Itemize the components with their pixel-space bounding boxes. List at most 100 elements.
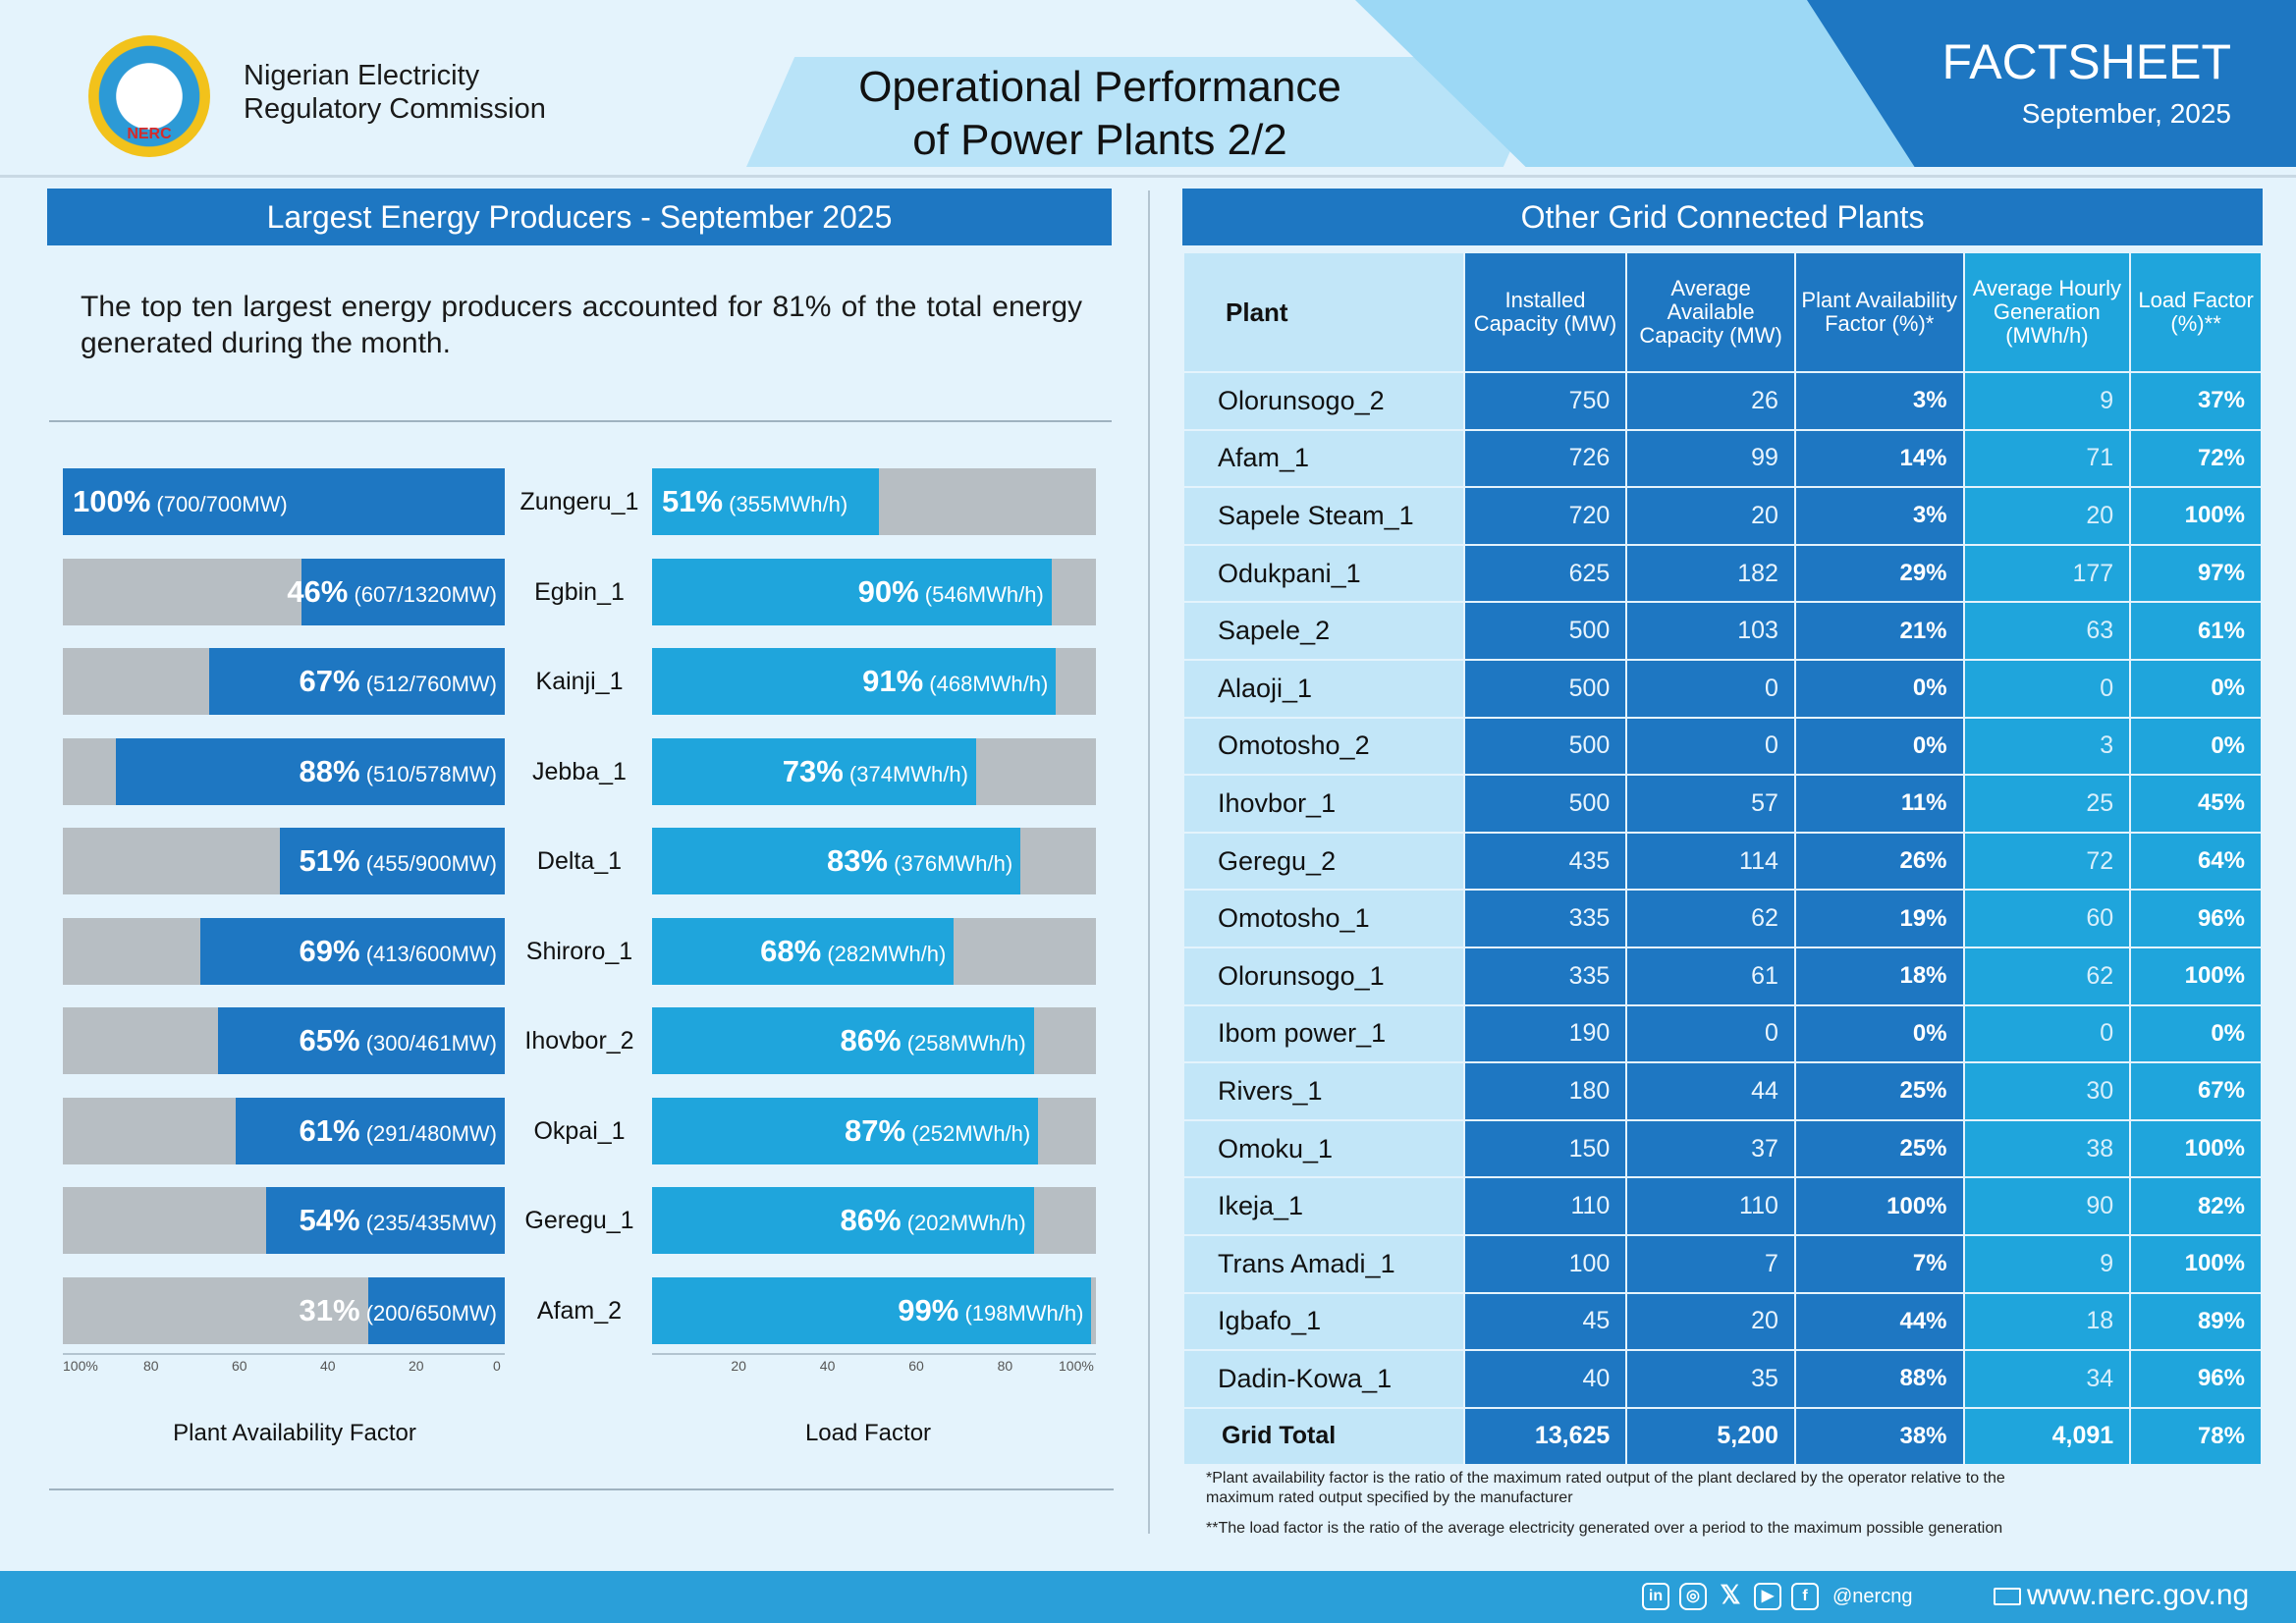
website-link[interactable]: www.nerc.gov.ng: [1994, 1579, 2249, 1612]
pa-detail: (700/700MW): [156, 492, 288, 516]
pa-bar-track: 54% (235/435MW): [63, 1187, 505, 1254]
load-factor-cell: 72%: [2129, 428, 2263, 489]
available-capacity-cell: 114: [1625, 831, 1796, 892]
hourly-generation-cell: 63: [1962, 601, 2132, 661]
pa-bar: [266, 1187, 505, 1254]
instagram-icon[interactable]: ◎: [1679, 1583, 1707, 1610]
pa-bar: [235, 1097, 505, 1164]
lf-value: 99%: [898, 1292, 959, 1327]
load-factor-cell: 45%: [2129, 774, 2263, 834]
pa-bar: [208, 648, 505, 715]
lf-detail: (374MWh/h): [848, 761, 968, 786]
lf-axis-tick: 20: [731, 1358, 746, 1374]
hourly-generation-cell: 0: [1962, 1003, 2132, 1064]
plant-tick-label: Okpai_1: [533, 1116, 626, 1145]
lf-data-label: 87% (252MWh/h): [845, 1098, 1030, 1164]
factsheet-label: FACTSHEET: [1941, 34, 2231, 89]
table-row: Sapele Steam_1 720 20 3% 20 100%: [1182, 486, 2263, 546]
pa-value: 100%: [73, 484, 151, 518]
plant-tick-label: Egbin_1: [534, 577, 625, 606]
footnote-load-factor: **The load factor is the ratio of the av…: [1206, 1520, 2003, 1537]
hourly-generation-cell: 34: [1962, 1349, 2132, 1409]
plant-cell: Igbafo_1: [1182, 1291, 1465, 1352]
pa-data-label: 54% (235/435MW): [300, 1187, 497, 1254]
load-factor-cell: 37%: [2129, 371, 2263, 431]
availability-factor-cell: 25%: [1793, 1118, 1965, 1179]
pa-bar-track: 46% (607/1320MW): [63, 558, 505, 625]
lf-detail: (202MWh/h): [906, 1211, 1026, 1235]
lf-bar-track: 86% (258MWh/h): [652, 1007, 1096, 1074]
total-installed-capacity-cell: 13,625: [1462, 1406, 1628, 1467]
lf-axis-title: Load Factor: [804, 1420, 932, 1446]
plant-cell: Sapele Steam_1: [1182, 486, 1465, 546]
installed-capacity-cell: 435: [1462, 831, 1628, 892]
youtube-icon[interactable]: ▶: [1754, 1583, 1781, 1610]
plant-cell: Dadin-Kowa_1: [1182, 1349, 1465, 1409]
installed-capacity-cell: 100: [1462, 1233, 1628, 1294]
availability-factor-cell: 88%: [1793, 1349, 1965, 1409]
hourly-generation-cell: 71: [1962, 428, 2132, 489]
plant-cell: Afam_1: [1182, 428, 1465, 489]
plant-cell: Olorunsogo_2: [1182, 371, 1465, 431]
installed-capacity-cell: 500: [1462, 774, 1628, 834]
plant-tick-label: Delta_1: [536, 847, 623, 875]
lf-value: 90%: [857, 573, 919, 609]
available-capacity-cell: 20: [1625, 1291, 1796, 1352]
x-icon[interactable]: 𝕏: [1720, 1580, 1741, 1609]
availability-factor-cell: 14%: [1793, 428, 1965, 489]
pa-bar: [217, 1007, 505, 1074]
total-plant-cell: Grid Total: [1182, 1406, 1465, 1467]
website-url[interactable]: www.nerc.gov.ng: [2027, 1579, 2250, 1611]
total-load-factor-cell: 78%: [2129, 1406, 2263, 1467]
hourly-generation-cell: 3: [1962, 716, 2132, 777]
installed-capacity-cell: 500: [1462, 716, 1628, 777]
hourly-generation-cell: 9: [1962, 1233, 2132, 1294]
availability-factor-cell: 3%: [1793, 486, 1965, 546]
header-divider: [0, 175, 2296, 178]
table-row: Ihovbor_1 500 57 11% 25 45%: [1182, 774, 2263, 834]
total-availability-factor-cell: 38%: [1793, 1406, 1965, 1467]
lf-bar: [652, 558, 1052, 625]
hourly-generation-cell: 38: [1962, 1118, 2132, 1179]
installed-capacity-cell: 190: [1462, 1003, 1628, 1064]
lf-data-label: 86% (258MWh/h): [841, 1007, 1026, 1074]
lf-value: 86%: [840, 1203, 902, 1237]
availability-factor-cell: 21%: [1793, 601, 1965, 661]
lf-axis-tick: 60: [908, 1358, 924, 1374]
pa-value: 67%: [299, 664, 360, 698]
table-row: Rivers_1 180 44 25% 30 67%: [1182, 1061, 2263, 1121]
load-factor-cell: 0%: [2129, 716, 2263, 777]
lf-bar-track: 68% (282MWh/h): [652, 917, 1096, 985]
lf-value: 86%: [840, 1023, 902, 1057]
availability-factor-cell: 0%: [1793, 716, 1965, 777]
header-decoration: [746, 57, 1552, 167]
pa-detail: (607/1320MW): [354, 581, 497, 607]
panel-divider: [1148, 190, 1150, 1534]
load-factor-cell: 89%: [2129, 1291, 2263, 1352]
lf-bar-track: 51% (355MWh/h): [652, 468, 1096, 535]
load-factor-cell: 97%: [2129, 543, 2263, 604]
pa-axis-line: [63, 1353, 505, 1355]
lf-value: 68%: [760, 933, 822, 968]
left-panel-heading: Largest Energy Producers - September 202…: [47, 189, 1112, 245]
facebook-icon[interactable]: f: [1791, 1583, 1819, 1610]
lf-bar: [652, 1187, 1034, 1254]
linkedin-icon[interactable]: in: [1642, 1583, 1669, 1610]
plant-cell: Alaoji_1: [1182, 658, 1465, 719]
lf-bar-track: 99% (198MWh/h): [652, 1276, 1096, 1344]
load-factor-cell: 64%: [2129, 831, 2263, 892]
lf-bar: [652, 1007, 1034, 1074]
social-handle[interactable]: @nercng: [1832, 1585, 1913, 1607]
plant-tick-label: Geregu_1: [524, 1207, 634, 1234]
pa-bar-track: 61% (291/480MW): [63, 1097, 505, 1164]
monitor-icon: [1994, 1588, 2021, 1606]
load-factor-cell: 100%: [2129, 486, 2263, 546]
table-row: Odukpani_1 625 182 29% 177 97%: [1182, 543, 2263, 604]
availability-factor-cell: 11%: [1793, 774, 1965, 834]
pa-value: 88%: [299, 753, 360, 788]
lf-bar: [652, 828, 1021, 894]
pa-bar-track: 51% (455/900MW): [63, 828, 505, 894]
pa-axis-title: Plant Availability Factor: [173, 1420, 416, 1446]
pa-value: 31%: [299, 1292, 360, 1327]
lf-bar-track: 73% (374MWh/h): [652, 737, 1096, 805]
